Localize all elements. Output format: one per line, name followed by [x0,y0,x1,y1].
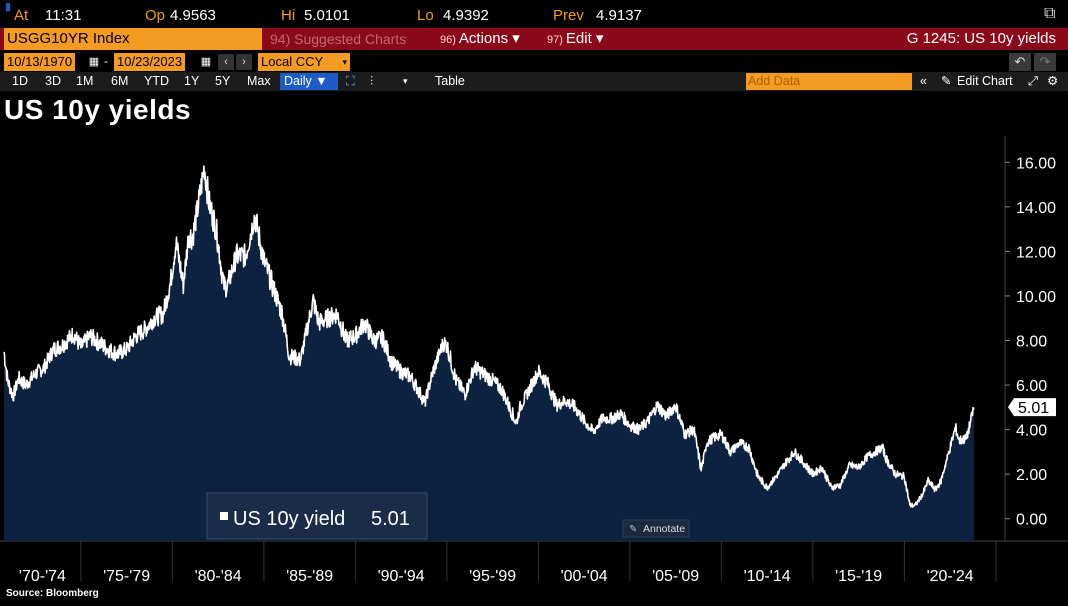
actions-label: Actions ▾ [458,30,520,47]
range-ytd[interactable]: YTD [144,74,169,88]
expand-window-icon[interactable]: ⧉ [1044,5,1056,22]
date-bar: 10/13/1970 ▦ - 10/23/2023 ▦ ‹ › Local CC… [0,53,1068,71]
fullscreen-icon[interactable]: ⤢ [1028,74,1039,88]
range-1y[interactable]: 1Y [184,74,200,88]
x-tick-label: '05-'09 [652,568,699,585]
start-date-field[interactable]: 10/13/1970 [4,53,76,71]
chevron-down-icon[interactable]: ▾ [403,76,408,86]
currency-select[interactable]: Local CCY ▾ [258,53,350,71]
x-tick-label: '80-'84 [195,568,242,585]
range-bar: 1D 3D 1M 6M YTD 1Y 5Y Max Daily ▼ ⛶ ⫶ ▾ … [0,72,1068,91]
command-bar: USGG10YR Index 94) Suggested Charts 96) A… [0,28,1068,50]
range-max[interactable]: Max [247,74,271,88]
x-tick-label: '20-'24 [927,568,974,585]
edit-chart-button[interactable]: Edit Chart [957,74,1013,88]
x-tick-label: '70-'74 [19,568,66,585]
annotate-label: Annotate [643,523,685,535]
low-label: Lo [417,7,434,24]
high-value: 5.0101 [304,7,350,24]
source-note: Source: Bloomberg [6,588,99,599]
legend-value: 5.01 [371,508,410,530]
chart-title: US 10y yields [4,94,192,125]
range-6m[interactable]: 6M [111,74,129,88]
high-label: Hi [281,7,296,24]
open-label: Op [145,7,166,24]
y-tick-label: 16.00 [1016,155,1056,172]
date-separator: - [104,54,108,68]
y-tick-label: 4.00 [1016,423,1047,440]
x-tick-label: '00-'04 [561,568,608,585]
last-value-label: 5.01 [1018,400,1049,417]
chart-area: 0.00 2.00 4.00 6.00 8.00 10.00 12.00 14.00 16.00… [0,136,1068,585]
calendar-icon[interactable]: ▦ [88,56,100,68]
forward-arrow-icon[interactable]: › [236,54,252,70]
y-tick-label: 12.00 [1016,244,1056,261]
pencil-icon: ✎ [941,74,952,88]
gear-icon[interactable]: ⚙ [1047,74,1059,88]
graph-title: G 1245: US 10y yields [906,30,1056,47]
y-tick-label: 14.00 [1016,200,1056,217]
legend-series-name: US 10y yield [233,508,345,530]
series-area [4,166,974,541]
calendar-icon[interactable]: ▦ [200,56,212,68]
chevron-down-icon: ▾ [342,57,347,67]
ticker-field[interactable]: USGG10YR Index [4,28,262,50]
quote-bar: ▮ At 11:31 Op 4.9563 Hi 5.0101 Lo 4.9392… [0,0,1068,28]
range-1d[interactable]: 1D [12,74,28,88]
low-value: 4.9392 [443,7,489,24]
annotate-button[interactable]: ✎ Annotate [622,519,690,538]
add-data-input[interactable]: Add Data [746,73,912,90]
y-tick-label: 10.00 [1016,289,1056,306]
table-button[interactable]: Table [435,74,465,88]
x-tick-label: '75-'79 [103,568,150,585]
end-date-field[interactable]: 10/23/2023 [114,53,186,71]
back-arrow-icon[interactable]: ‹ [218,54,234,70]
quote-indicator-icon: ▮ [5,1,12,13]
edit-menu[interactable]: 97) Edit ▾ [547,28,603,50]
last-value-badge [1008,398,1056,417]
open-value: 4.9563 [170,7,216,24]
suggested-charts-button[interactable]: 94) Suggested Charts [266,28,436,50]
y-tick-label: 0.00 [1016,512,1047,529]
edit-number: 97) [547,34,563,46]
bar-chart-icon[interactable]: ⫶ [370,74,374,88]
range-1m[interactable]: 1M [76,74,94,88]
x-tick-label: '90-'94 [378,568,425,585]
series-line [3,165,975,508]
redo-icon[interactable]: ↷ [1034,53,1056,71]
actions-number: 96) [440,34,456,46]
x-tick-label: '10-'14 [744,568,791,585]
edit-label: Edit ▾ [565,30,604,47]
at-value: 11:31 [45,7,82,24]
legend: US 10y yield 5.01 [206,492,428,540]
range-5y[interactable]: 5Y [215,74,231,88]
range-3d[interactable]: 3D [45,74,61,88]
prev-label: Prev [553,7,584,24]
actions-menu[interactable]: 96) Actions ▾ [440,28,520,50]
currency-label: Local CCY [261,54,324,69]
legend-swatch [220,512,228,520]
at-label: At [14,7,29,24]
undo-icon[interactable]: ↶ [1009,53,1031,71]
y-tick-label: 6.00 [1016,378,1047,395]
quote-bar-edge [0,0,1068,5]
frequency-select[interactable]: Daily ▼ [280,73,338,90]
x-tick-label: '85-'89 [286,568,333,585]
suggested-charts-number: 94) [270,31,291,47]
line-chart-icon[interactable]: ⛶ [346,74,355,88]
pencil-icon: ✎ [629,524,637,535]
prev-value: 4.9137 [596,7,642,24]
suggested-charts-label: Suggested Charts [294,31,407,47]
x-tick-label: '95-'99 [469,568,516,585]
y-tick-label: 2.00 [1016,467,1047,484]
y-tick-label: 8.00 [1016,334,1047,351]
collapse-icon[interactable]: « [920,74,927,88]
x-tick-label: '15-'19 [835,568,882,585]
